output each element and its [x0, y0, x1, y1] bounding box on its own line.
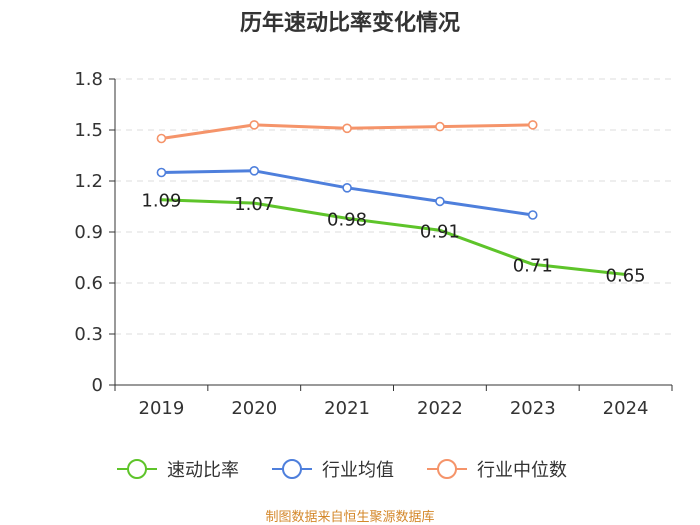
series-point-2[interactable]: [435, 121, 445, 132]
series-line-1: [161, 169, 533, 217]
data-label: 0.91: [420, 221, 460, 242]
data-label: 0.65: [606, 266, 646, 287]
y-tick-label: 1.8: [74, 69, 103, 90]
series-point-1[interactable]: [156, 167, 167, 178]
x-tick-label: 2020: [231, 398, 277, 419]
y-tick-label: 0.9: [74, 222, 103, 243]
legend-swatch-marker: [282, 459, 302, 479]
series-point-2[interactable]: [342, 123, 352, 134]
y-tick-label: 1.2: [74, 171, 103, 192]
series-point-2[interactable]: [249, 120, 260, 130]
series-group: [156, 120, 626, 276]
x-tick-label: 2019: [139, 398, 185, 419]
series-point-2[interactable]: [156, 133, 167, 144]
legend-swatch-marker: [127, 459, 147, 479]
series-point-1[interactable]: [527, 210, 538, 220]
data-labels: 1.09 1.07 0.98 0.91 0.71 0.65: [141, 191, 645, 287]
legend-item-0[interactable]: 速动比率: [117, 459, 239, 481]
series-point-1[interactable]: [249, 166, 260, 176]
series-point-1[interactable]: [435, 196, 445, 207]
x-tick-label: 2022: [417, 398, 463, 419]
legend-swatch-marker: [437, 459, 457, 479]
series-point-2[interactable]: [527, 120, 538, 130]
data-label: 1.09: [141, 191, 181, 212]
legend[interactable]: 速动比率 行业均值 行业中位数: [117, 459, 567, 481]
legend-label: 行业中位数: [477, 460, 567, 481]
y-tick-label: 1.5: [74, 120, 103, 141]
legend-item-1[interactable]: 行业均值: [272, 459, 394, 481]
legend-label: 速动比率: [167, 460, 239, 481]
x-tick-label: 2023: [510, 398, 556, 419]
x-tick-label: 2024: [603, 398, 649, 419]
axes: 0 0.3 0.6 0.9 1.2 1.5 1.8 2019 2020 2021 2022 2023 2…: [74, 69, 673, 419]
y-tick-label: 0.6: [74, 273, 103, 294]
legend-label: 行业均值: [322, 460, 394, 481]
series-line-0: [161, 198, 626, 276]
grid-lines: [115, 78, 672, 335]
legend-item-2[interactable]: 行业中位数: [427, 459, 567, 481]
data-label: 1.07: [234, 194, 274, 215]
source-note: 制图数据来自恒生聚源数据库: [265, 509, 434, 525]
data-label: 0.71: [513, 255, 553, 276]
x-tick-label: 2021: [324, 398, 370, 419]
chart-title: 历年速动比率变化情况: [240, 10, 460, 36]
y-tick-label: 0.3: [74, 324, 103, 345]
data-label: 0.98: [327, 209, 367, 230]
series-point-1[interactable]: [342, 183, 352, 193]
y-tick-label: 0: [92, 375, 103, 396]
